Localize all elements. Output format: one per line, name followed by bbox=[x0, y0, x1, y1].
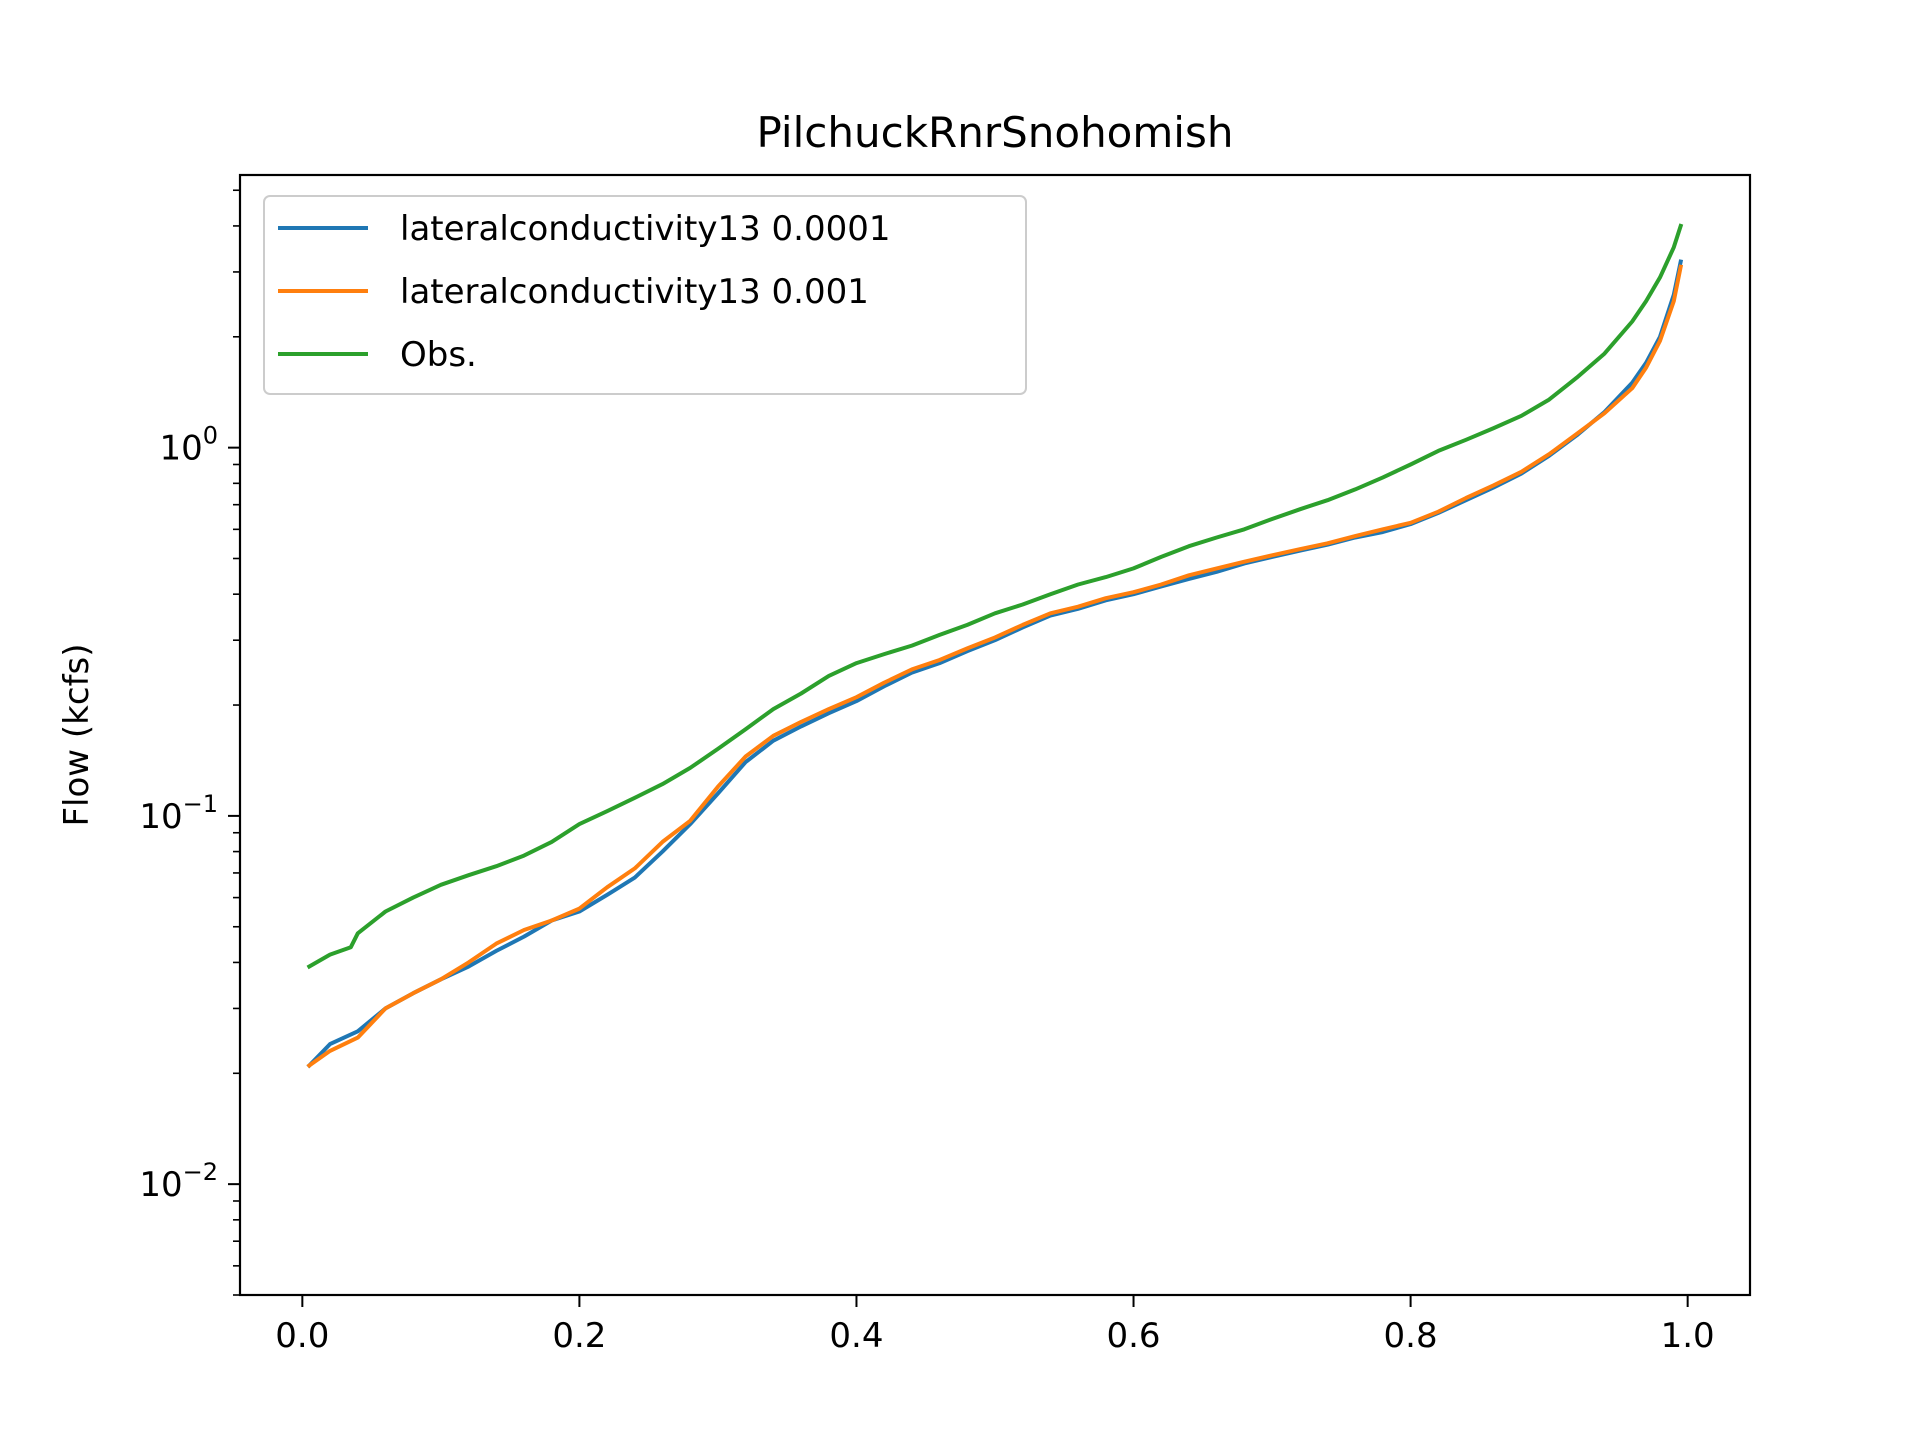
y-tick-label: 100 bbox=[159, 422, 218, 469]
y-axis: 10−2 10−1 100 bbox=[139, 189, 240, 1296]
plot-frame bbox=[238, 173, 1752, 1297]
x-tick-label: 0.6 bbox=[1106, 1316, 1160, 1356]
chart-title: PilchuckRnrSnohomish bbox=[757, 108, 1234, 157]
legend-label: lateralconductivity13 0.0001 bbox=[400, 209, 891, 249]
x-tick-label: 1.0 bbox=[1661, 1316, 1715, 1356]
x-tick-label: 0.0 bbox=[275, 1316, 329, 1356]
x-axis: 0.0 0.2 0.4 0.6 0.8 1.0 bbox=[275, 1295, 1715, 1356]
legend-label: lateralconductivity13 0.001 bbox=[400, 272, 869, 312]
legend: lateralconductivity13 0.0001 lateralcondu… bbox=[263, 195, 1027, 395]
series-line-2 bbox=[306, 223, 1684, 970]
legend-box bbox=[263, 195, 1027, 395]
y-tick-label: 10−2 bbox=[139, 1158, 218, 1205]
y-tick-label: 10−1 bbox=[139, 790, 218, 837]
x-tick-label: 0.2 bbox=[552, 1316, 606, 1356]
series-line-1 bbox=[306, 264, 1684, 1069]
x-tick-label: 0.4 bbox=[829, 1316, 883, 1356]
x-tick-label: 0.8 bbox=[1384, 1316, 1438, 1356]
legend-label: Obs. bbox=[400, 335, 477, 375]
y-axis-label: Flow (kcfs) bbox=[57, 643, 97, 826]
series-layer bbox=[306, 223, 1684, 1069]
